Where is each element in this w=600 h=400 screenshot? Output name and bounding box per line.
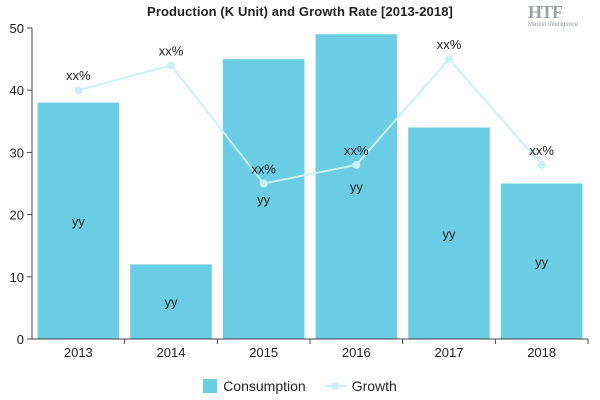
logo-mark: HTF bbox=[528, 2, 563, 22]
legend-swatch-growth bbox=[323, 379, 346, 393]
legend-item-growth[interactable]: Growth bbox=[323, 378, 397, 394]
growth-point-2016 bbox=[352, 160, 361, 169]
legend-item-consumption[interactable]: Consumption bbox=[203, 378, 306, 394]
growth-point-2015 bbox=[259, 179, 268, 188]
y-tick-label: 10 bbox=[10, 270, 24, 285]
y-tick-label: 40 bbox=[10, 83, 24, 98]
bar-2015 bbox=[222, 59, 305, 339]
legend-label-consumption: Consumption bbox=[223, 378, 306, 394]
bar-data-label: yy bbox=[535, 254, 549, 269]
growth-data-label: xx% bbox=[66, 68, 91, 83]
x-tick-label: 2017 bbox=[435, 345, 464, 360]
growth-data-label: xx% bbox=[344, 143, 369, 158]
legend-label-growth: Growth bbox=[351, 378, 397, 394]
y-tick-label: 0 bbox=[17, 332, 24, 347]
growth-point-2013 bbox=[74, 86, 83, 95]
y-tick-label: 30 bbox=[10, 145, 24, 160]
growth-data-label: xx% bbox=[437, 37, 462, 52]
x-tick-label: 2014 bbox=[157, 345, 186, 360]
growth-line bbox=[78, 57, 543, 185]
bar-2017 bbox=[408, 127, 490, 340]
x-tick-label: 2015 bbox=[249, 345, 278, 360]
growth-data-label: xx% bbox=[529, 143, 554, 158]
growth-point-2014 bbox=[167, 61, 175, 70]
bar-data-label: yy bbox=[72, 214, 86, 229]
x-tick-label: 2018 bbox=[527, 345, 556, 360]
x-tick-label: 2013 bbox=[64, 345, 93, 360]
bar-data-label: yy bbox=[350, 180, 364, 195]
growth-point-2018 bbox=[537, 160, 546, 169]
growth-data-label: xx% bbox=[251, 162, 276, 177]
x-tick-label: 2016 bbox=[342, 345, 371, 360]
legend-swatch-consumption bbox=[203, 379, 218, 393]
bar-data-label: yy bbox=[443, 226, 457, 241]
bar-data-label: yy bbox=[165, 295, 179, 310]
brand-logo: HTF Market Intelligence bbox=[528, 2, 592, 32]
bar-2013 bbox=[37, 102, 120, 339]
bar-data-label: yy bbox=[257, 192, 271, 207]
y-tick-label: 50 bbox=[10, 21, 24, 36]
chart-title: Production (K Unit) and Growth Rate [201… bbox=[147, 4, 453, 19]
logo-tagline: Market Intelligence bbox=[528, 22, 579, 28]
bar-2014 bbox=[130, 264, 212, 339]
y-tick-label: 20 bbox=[10, 208, 24, 223]
chart-legend: Consumption Growth bbox=[0, 378, 600, 394]
bar-2018 bbox=[500, 183, 583, 339]
bar-2016 bbox=[315, 34, 398, 339]
growth-data-label: xx% bbox=[159, 43, 184, 58]
growth-point-2017 bbox=[445, 55, 453, 64]
